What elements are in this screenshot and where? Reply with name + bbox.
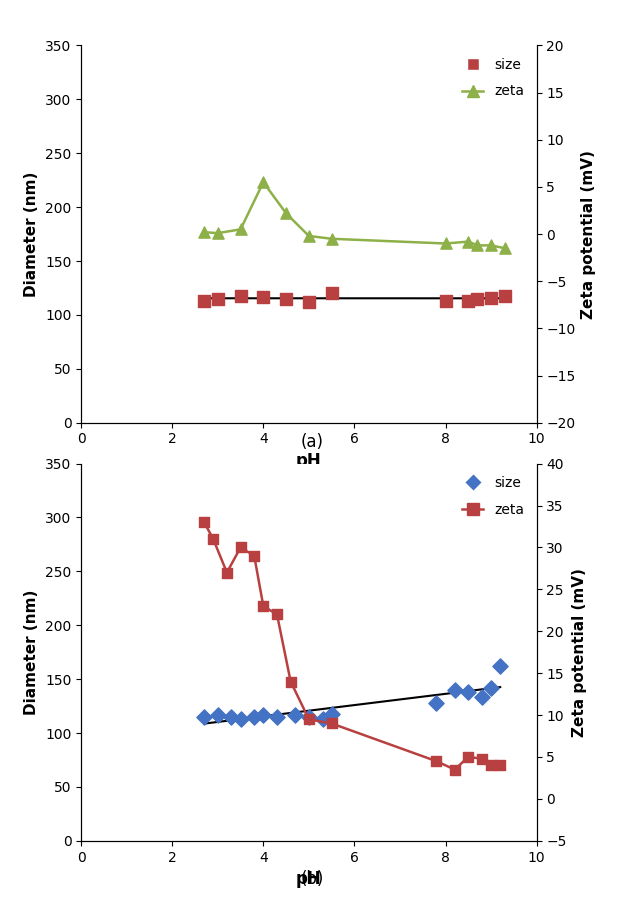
- Text: (a): (a): [301, 434, 323, 451]
- Point: [235, 288, 245, 303]
- Point: [235, 222, 245, 236]
- Point: [281, 206, 291, 221]
- Point: [486, 238, 496, 253]
- Point: [227, 710, 236, 724]
- Point: [327, 706, 337, 721]
- Point: [431, 695, 441, 710]
- Point: [304, 712, 314, 726]
- Y-axis label: Diameter (nm): Diameter (nm): [24, 172, 39, 296]
- Point: [199, 225, 209, 239]
- Point: [235, 712, 245, 726]
- Point: [258, 175, 268, 189]
- Point: [472, 292, 482, 306]
- Point: [213, 707, 223, 722]
- Point: [327, 232, 337, 246]
- Point: [213, 292, 223, 306]
- Point: [281, 292, 291, 306]
- Point: [500, 241, 510, 255]
- Y-axis label: Zeta potential (mV): Zeta potential (mV): [581, 150, 596, 318]
- Point: [249, 548, 259, 563]
- Point: [208, 532, 218, 546]
- Point: [477, 690, 487, 704]
- Point: [286, 674, 296, 689]
- Y-axis label: Diameter (nm): Diameter (nm): [24, 590, 39, 714]
- Point: [441, 294, 451, 308]
- Point: [235, 540, 245, 554]
- X-axis label: pH: pH: [296, 452, 322, 470]
- Point: [450, 763, 460, 777]
- Point: [258, 599, 268, 614]
- Point: [495, 659, 505, 674]
- Point: [486, 758, 496, 773]
- Point: [272, 710, 282, 724]
- Point: [222, 565, 232, 580]
- Text: (b): (b): [300, 870, 324, 887]
- Point: [486, 290, 496, 305]
- Point: [472, 238, 482, 253]
- Point: [258, 707, 268, 722]
- Point: [441, 236, 451, 251]
- Legend: size, zeta: size, zeta: [457, 471, 530, 522]
- Y-axis label: Zeta potential (mV): Zeta potential (mV): [572, 568, 587, 736]
- Point: [450, 683, 460, 697]
- Point: [327, 716, 337, 731]
- Point: [327, 286, 337, 301]
- Point: [199, 515, 209, 530]
- Point: [304, 710, 314, 724]
- Point: [463, 750, 473, 764]
- Point: [477, 752, 487, 766]
- Point: [431, 754, 441, 768]
- Point: [304, 229, 314, 244]
- Point: [318, 712, 328, 726]
- Legend: size, zeta: size, zeta: [457, 53, 530, 104]
- X-axis label: pH: pH: [296, 870, 322, 888]
- Point: [463, 294, 473, 308]
- Point: [500, 288, 510, 303]
- Point: [463, 684, 473, 699]
- Point: [213, 225, 223, 240]
- Point: [199, 294, 209, 308]
- Point: [495, 758, 505, 773]
- Point: [290, 707, 300, 722]
- Point: [249, 710, 259, 724]
- Point: [304, 295, 314, 309]
- Point: [199, 710, 209, 724]
- Point: [463, 235, 473, 249]
- Point: [258, 289, 268, 304]
- Point: [272, 607, 282, 622]
- Point: [486, 681, 496, 695]
